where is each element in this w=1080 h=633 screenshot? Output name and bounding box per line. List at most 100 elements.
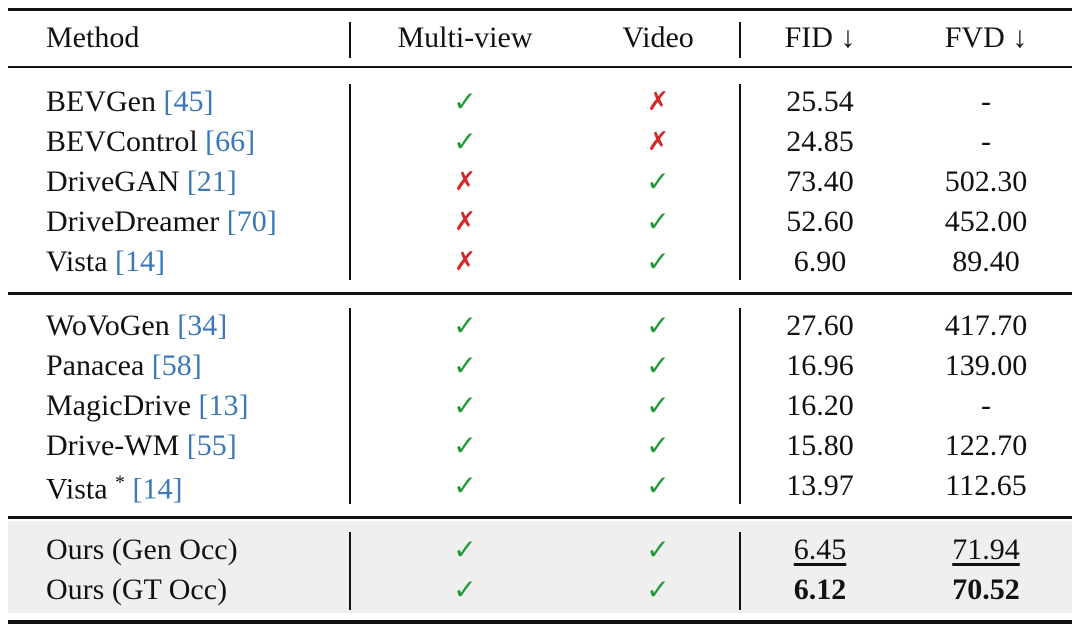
citation: [45] — [163, 85, 214, 118]
bottom-rule — [8, 620, 1072, 624]
metric-cell: 122.70 — [944, 429, 1028, 462]
check-mark: ✓ — [646, 165, 670, 198]
citation: [21] — [186, 165, 237, 198]
method-name: WoVoGen — [46, 309, 170, 342]
cross-mark: ✗ — [647, 127, 669, 157]
method-cell: DriveDreamer [70] — [46, 204, 277, 240]
citation: [14] — [132, 472, 183, 506]
check-mark: ✓ — [453, 533, 477, 566]
citation: [58] — [151, 349, 202, 382]
metric-cell: 89.40 — [952, 245, 1020, 278]
metric-cell: - — [981, 389, 991, 422]
metric-cell: - — [981, 85, 991, 118]
check-mark: ✓ — [646, 573, 670, 606]
method-mark: * — [115, 471, 126, 494]
column-rule — [739, 84, 741, 280]
metric-cell: 112.65 — [945, 469, 1027, 502]
check-mark: ✓ — [646, 533, 670, 566]
check-mark: ✓ — [646, 245, 670, 278]
check-mark: ✓ — [646, 429, 670, 462]
header-cell: Multi-view — [397, 21, 533, 54]
metric-cell: 52.60 — [786, 205, 854, 238]
header-cell: FVD ↓ — [944, 21, 1028, 54]
method-cell: WoVoGen [34] — [46, 308, 227, 344]
metric-cell: 6.45 — [793, 533, 847, 566]
check-mark: ✓ — [646, 205, 670, 238]
cross-mark: ✗ — [454, 207, 476, 237]
column-rule — [349, 532, 351, 610]
method-cell: Ours (GT Occ) — [46, 572, 227, 608]
metric-cell: 139.00 — [944, 349, 1028, 382]
metric-cell: 502.30 — [944, 165, 1028, 198]
header-cell: FID ↓ — [784, 21, 856, 54]
method-name: Ours (Gen Occ) — [46, 533, 238, 566]
metric-cell: 13.97 — [786, 469, 854, 502]
method-cell: Vista [14] — [46, 244, 165, 280]
method-name: MagicDrive — [46, 389, 191, 422]
method-cell: BEVControl [66] — [46, 124, 255, 160]
metric-cell: 15.80 — [786, 429, 854, 462]
metric-cell: 71.94 — [952, 533, 1020, 566]
cross-mark: ✗ — [454, 167, 476, 197]
metric-cell: 73.40 — [786, 165, 854, 198]
citation: [70] — [226, 205, 277, 238]
highlight-band — [8, 521, 1072, 613]
column-rule — [739, 22, 741, 58]
method-name: BEVControl — [46, 125, 198, 158]
citation: [66] — [205, 125, 256, 158]
metric-cell: 25.54 — [786, 85, 854, 118]
metric-cell: 6.12 — [793, 573, 847, 606]
check-mark: ✓ — [453, 389, 477, 422]
check-mark: ✓ — [453, 469, 477, 502]
method-cell: Drive-WM [55] — [46, 428, 237, 464]
method-name: Ours (GT Occ) — [46, 573, 228, 606]
method-name: Drive-WM — [46, 429, 180, 462]
method-cell: DriveGAN [21] — [46, 164, 237, 200]
check-mark: ✓ — [646, 349, 670, 382]
header-cell: Video — [622, 21, 694, 54]
check-mark: ✓ — [453, 349, 477, 382]
metric-cell: 24.85 — [786, 125, 854, 158]
metric-cell: 417.70 — [944, 309, 1028, 342]
metric-cell: 70.52 — [952, 573, 1020, 606]
method-name: Vista — [46, 245, 108, 278]
method-name: DriveDreamer — [46, 205, 220, 238]
method-cell: Panacea [58] — [46, 348, 202, 384]
citation: [14] — [115, 245, 166, 278]
check-mark: ✓ — [453, 429, 477, 462]
cross-mark: ✗ — [647, 87, 669, 117]
citation: [13] — [198, 389, 249, 422]
check-mark: ✓ — [646, 389, 670, 422]
metric-cell: 27.60 — [786, 309, 854, 342]
check-mark: ✓ — [453, 573, 477, 606]
citation: [55] — [186, 429, 237, 462]
metric-cell: - — [981, 125, 991, 158]
check-mark: ✓ — [646, 469, 670, 502]
group-rule — [8, 292, 1072, 295]
check-mark: ✓ — [453, 125, 477, 158]
metric-cell: 6.90 — [793, 245, 847, 278]
column-rule — [349, 308, 351, 504]
metric-cell: 452.00 — [944, 205, 1028, 238]
method-name: Panacea — [46, 349, 145, 382]
column-rule — [349, 22, 351, 58]
top-rule — [8, 8, 1072, 11]
group-rule — [8, 516, 1072, 519]
header-rule — [8, 66, 1072, 68]
header-cell: Method — [46, 21, 140, 54]
method-cell: Vista * [14] — [46, 465, 183, 508]
column-rule — [739, 308, 741, 504]
cross-mark: ✗ — [454, 247, 476, 277]
method-cell: MagicDrive [13] — [46, 388, 248, 424]
citation: [34] — [177, 309, 228, 342]
metric-cell: 16.20 — [786, 389, 854, 422]
check-mark: ✓ — [646, 309, 670, 342]
method-cell: BEVGen [45] — [46, 84, 213, 120]
method-cell: Ours (Gen Occ) — [46, 532, 238, 568]
check-mark: ✓ — [453, 309, 477, 342]
method-name: DriveGAN — [46, 165, 180, 198]
method-name: BEVGen — [46, 85, 156, 118]
method-name: Vista — [46, 472, 108, 506]
check-mark: ✓ — [453, 85, 477, 118]
